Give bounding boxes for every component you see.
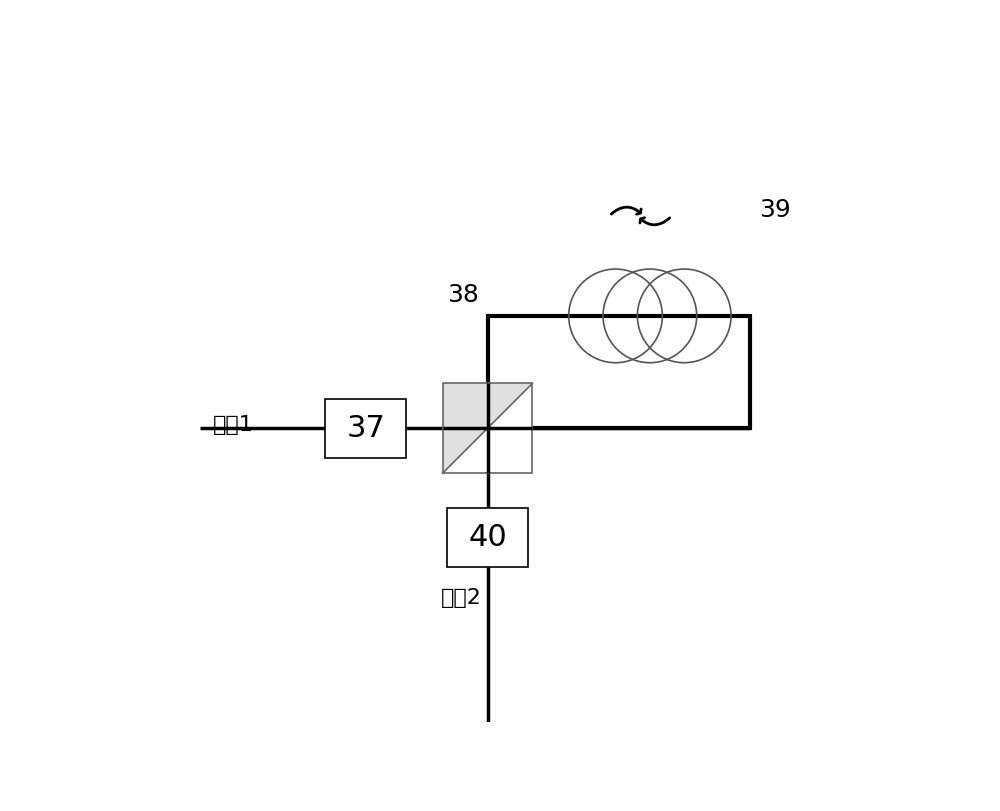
Bar — [325, 399, 406, 458]
Polygon shape — [443, 384, 532, 474]
Bar — [488, 316, 750, 428]
Text: 40: 40 — [468, 523, 507, 552]
Text: 连接2: 连接2 — [441, 587, 482, 607]
Polygon shape — [443, 384, 532, 474]
Bar — [443, 384, 532, 474]
Text: 38: 38 — [447, 282, 479, 307]
Text: 39: 39 — [759, 198, 791, 221]
Text: 37: 37 — [346, 414, 385, 443]
Text: 连接1: 连接1 — [213, 415, 254, 436]
Bar — [447, 508, 528, 567]
